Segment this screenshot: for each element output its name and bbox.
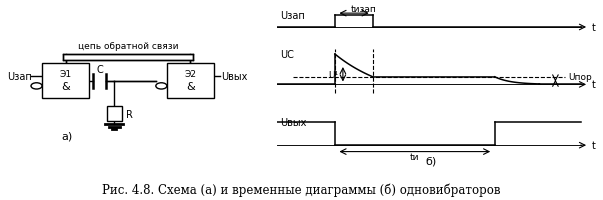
Text: Рис. 4.8. Схема (а) и временные диаграммы (б) одновибраторов: Рис. 4.8. Схема (а) и временные диаграмм…: [103, 183, 500, 196]
Text: t: t: [592, 80, 596, 90]
Text: Uвых: Uвых: [280, 117, 307, 127]
Text: &: &: [186, 81, 195, 91]
Bar: [42, 64, 89, 98]
Text: C: C: [96, 65, 103, 75]
Text: Uзап: Uзап: [7, 71, 32, 81]
Text: UС: UС: [280, 50, 294, 60]
Bar: [63, 55, 194, 60]
Text: б): б): [425, 156, 437, 166]
Text: &: &: [62, 81, 70, 91]
Text: U¹: U¹: [328, 70, 338, 79]
Text: Э2: Э2: [185, 69, 197, 78]
Bar: [107, 106, 122, 122]
Text: Э1: Э1: [60, 69, 72, 78]
Text: tи: tи: [410, 152, 420, 161]
Text: tизап: tизап: [351, 5, 377, 14]
Text: t: t: [592, 23, 596, 33]
Text: Uпор: Uпор: [568, 73, 592, 82]
Text: а): а): [62, 131, 73, 141]
Text: Uвых: Uвых: [221, 71, 247, 81]
Text: R: R: [126, 109, 133, 119]
Text: Uзап: Uзап: [280, 11, 305, 21]
Text: t: t: [592, 140, 596, 150]
Text: цепь обратной связи: цепь обратной связи: [78, 42, 178, 51]
Bar: [167, 64, 214, 98]
